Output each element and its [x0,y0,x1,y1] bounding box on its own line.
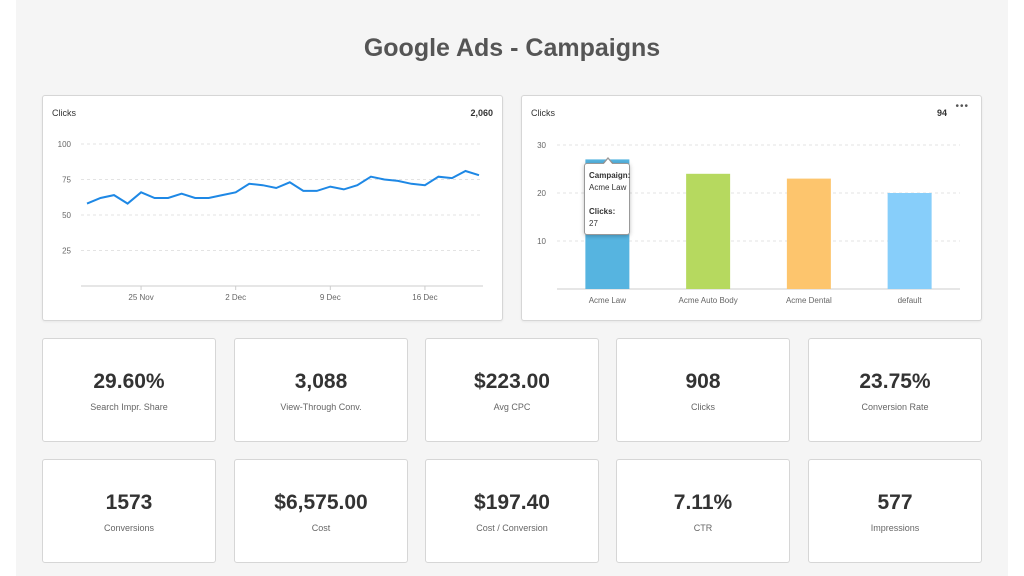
kpi-label: Conversions [103,523,155,533]
kpi-label: Clicks [691,402,715,412]
line-card-total: 2,060 [470,108,493,118]
kpi-card-ctr: 7.11% CTR [616,459,790,563]
bar-tooltip: Campaign: Acme Law Clicks: 27 [584,163,630,235]
line-y-tick-label: 100 [58,140,72,149]
kpi-label: Conversion Rate [861,402,929,412]
kpi-card-cost-per-conversion: $197.40 Cost / Conversion [425,459,599,563]
kpi-label: Search Impr. Share [90,402,168,412]
kpi-value: 29.60% [93,370,165,393]
line-card-label: Clicks [52,108,76,118]
kpi-value: 577 [877,491,913,514]
kpi-card-clicks: 908 Clicks [616,338,790,442]
tooltip-clicks-label: Clicks: [589,207,616,216]
bar-y-tick-label: 30 [537,141,546,150]
kpi-card-conversion-rate: 23.75% Conversion Rate [808,338,982,442]
kpi-card-view-through-conv: 3,088 View-Through Conv. [234,338,408,442]
line-y-tick-label: 25 [62,247,71,256]
bar-category-label: Acme Dental [786,296,832,305]
kpi-card-impressions: 577 Impressions [808,459,982,563]
bar-category-label: Acme Auto Body [679,296,738,305]
clicks-line-chart-card: Clicks 2,060 100 75 50 25 25 Nov 2 Dec 9 Dec 1… [42,95,503,321]
kpi-value: 23.75% [859,370,931,393]
bar-card-total: 94 [936,108,947,118]
kpi-value: 7.11% [673,491,733,514]
bar-acme-auto-body[interactable] [686,173,731,289]
kpi-label: CTR [693,523,713,533]
kpi-value: 908 [685,370,721,393]
clicks-line-chart: 100 75 50 25 25 Nov 2 Dec 9 Dec 16 Dec [58,140,483,302]
kpi-card-avg-cpc: $223.00 Avg CPC [425,338,599,442]
line-x-tick-label: 25 Nov [128,293,153,302]
kpi-label: Cost / Conversion [476,523,548,533]
kpi-label: Avg CPC [493,402,531,412]
line-x-tick-label: 16 Dec [412,293,437,302]
kpi-value: 3,088 [294,370,348,393]
kpi-card-cost: $6,575.00 Cost [234,459,408,563]
clicks-series-line [86,169,480,205]
kpi-card-conversions: 1573 Conversions [42,459,216,563]
kpi-label: Cost [311,523,331,533]
bar-y-tick-label: 20 [537,189,546,198]
dashboard: Google Ads - Campaigns Clicks 2,060 100 7… [16,0,1008,576]
tooltip-campaign-value: Acme Law [589,183,627,192]
kpi-label: View-Through Conv. [280,402,362,412]
bar-default[interactable] [887,193,932,289]
bar-category-label: default [898,296,923,305]
line-y-tick-label: 50 [62,211,71,220]
line-y-tick-label: 75 [62,176,71,185]
more-options-icon[interactable]: ••• [955,101,969,112]
tooltip-campaign-label: Campaign: [589,171,631,180]
clicks-bar-chart-card: Clicks 94 ••• 30 20 10 Acme Law Acme Auto B… [521,95,982,321]
kpi-value: $197.40 [474,491,550,514]
kpi-value: 1573 [105,491,153,514]
bar-card-label: Clicks [531,108,555,118]
line-x-tick-label: 9 Dec [320,293,341,302]
kpi-value: $6,575.00 [274,491,368,514]
tooltip-arrow-inner [603,159,613,165]
kpi-value: $223.00 [474,370,550,393]
line-x-tick-label: 2 Dec [225,293,246,302]
bar-category-label: Acme Law [589,296,627,305]
tooltip-clicks-value: 27 [589,219,598,228]
bar-y-tick-label: 10 [537,237,546,246]
page-title: Google Ads - Campaigns [363,34,661,62]
kpi-label: Impressions [870,523,920,533]
bar-acme-dental[interactable] [786,178,831,289]
kpi-card-search-impr-share: 29.60% Search Impr. Share [42,338,216,442]
